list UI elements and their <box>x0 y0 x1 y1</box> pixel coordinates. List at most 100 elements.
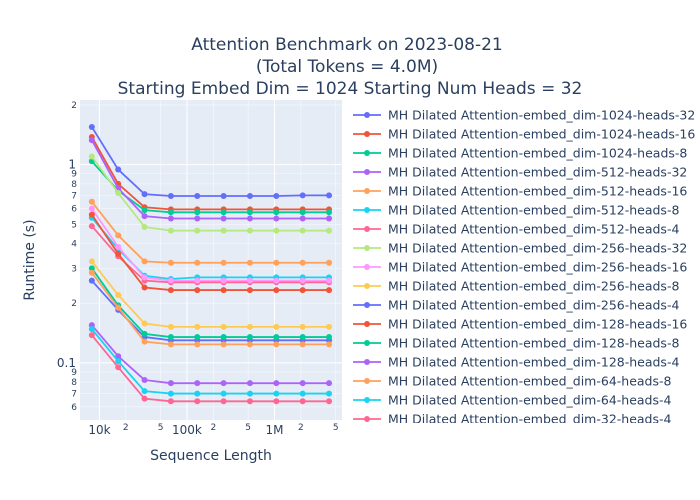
series-layer <box>88 123 333 405</box>
x-minor-tick-label: 5 <box>158 423 164 433</box>
x-minor-tick-label: 2 <box>210 423 216 433</box>
data-point <box>220 323 227 330</box>
series-line <box>91 267 330 338</box>
data-point <box>167 227 174 234</box>
legend-item[interactable]: MH Dilated Attention-embed_dim-64-heads-… <box>353 393 672 408</box>
data-point <box>115 189 122 196</box>
data-point <box>115 250 122 257</box>
series-line <box>91 126 330 197</box>
legend-item[interactable]: MH Dilated Attention-embed_dim-128-heads… <box>353 336 679 351</box>
legend-item[interactable]: MH Dilated Attention-embed_dim-512-heads… <box>353 203 679 218</box>
y-minor-tick-label: 2 <box>71 299 77 309</box>
data-point <box>194 227 201 234</box>
legend-swatch-marker <box>364 340 370 346</box>
data-point <box>141 284 148 291</box>
data-point <box>273 287 280 294</box>
data-point <box>167 209 174 216</box>
data-point <box>141 330 148 337</box>
legend-item[interactable]: MH Dilated Attention-embed_dim-512-heads… <box>353 184 687 199</box>
data-point <box>194 398 201 405</box>
data-point <box>115 364 122 371</box>
legend-item[interactable]: MH Dilated Attention-embed_dim-64-heads-… <box>353 374 672 389</box>
data-point <box>194 390 201 397</box>
data-point <box>141 320 148 327</box>
x-tick-label: 1M <box>266 423 284 437</box>
legend-item[interactable]: MH Dilated Attention-embed_dim-256-heads… <box>353 279 679 294</box>
legend-item[interactable]: MH Dilated Attention-embed_dim-1024-head… <box>353 127 695 142</box>
legend-item[interactable]: MH Dilated Attention-embed_dim-512-heads… <box>353 222 679 237</box>
data-point <box>88 153 95 160</box>
data-point <box>326 287 333 294</box>
data-point <box>194 209 201 216</box>
series-15 <box>88 326 333 397</box>
data-point <box>273 259 280 266</box>
data-point <box>141 191 148 198</box>
data-point <box>220 287 227 294</box>
legend-swatch-marker <box>364 131 370 137</box>
legend-label: MH Dilated Attention-embed_dim-128-heads… <box>388 355 679 370</box>
series-4 <box>88 198 333 266</box>
series-13 <box>88 322 333 387</box>
x-minor-tick-label: 5 <box>333 423 339 433</box>
data-point <box>220 390 227 397</box>
legend-swatch-marker <box>364 264 370 270</box>
series-8 <box>88 205 333 284</box>
y-minor-tick-label: 8 <box>71 180 77 190</box>
legend-label: MH Dilated Attention-embed_dim-512-heads… <box>388 222 679 237</box>
legend-items: MH Dilated Attention-embed_dim-1024-head… <box>353 108 695 427</box>
data-point <box>167 380 174 387</box>
data-point <box>115 243 122 250</box>
legend-label: MH Dilated Attention-embed_dim-1024-head… <box>388 127 695 142</box>
data-point <box>167 277 174 284</box>
legend-swatch-marker <box>364 302 370 308</box>
data-point <box>326 334 333 341</box>
legend-item[interactable]: MH Dilated Attention-embed_dim-1024-head… <box>353 108 695 123</box>
legend-swatch-marker <box>364 397 370 403</box>
data-point <box>88 205 95 212</box>
data-point <box>273 380 280 387</box>
data-point <box>115 292 122 299</box>
legend-item[interactable]: MH Dilated Attention-embed_dim-32-heads-… <box>353 412 672 427</box>
data-point <box>88 223 95 230</box>
data-point <box>88 258 95 265</box>
data-point <box>115 304 122 311</box>
legend-label: MH Dilated Attention-embed_dim-256-heads… <box>388 241 687 256</box>
legend-label: MH Dilated Attention-embed_dim-128-heads… <box>388 336 679 351</box>
legend-item[interactable]: MH Dilated Attention-embed_dim-256-heads… <box>353 298 679 313</box>
data-point <box>194 287 201 294</box>
legend-swatch-marker <box>364 321 370 327</box>
data-point <box>273 341 280 348</box>
data-point <box>273 277 280 284</box>
data-point <box>326 259 333 266</box>
data-point <box>246 227 253 234</box>
series-11 <box>88 211 333 294</box>
legend-item[interactable]: MH Dilated Attention-embed_dim-256-heads… <box>353 241 687 256</box>
data-point <box>167 390 174 397</box>
data-point <box>299 323 306 330</box>
data-point <box>194 259 201 266</box>
data-point <box>220 192 227 199</box>
data-point <box>88 277 95 284</box>
data-point <box>246 209 253 216</box>
data-point <box>246 341 253 348</box>
data-point <box>273 227 280 234</box>
legend-label: MH Dilated Attention-embed_dim-32-heads-… <box>388 412 672 427</box>
data-point <box>220 259 227 266</box>
data-point <box>273 192 280 199</box>
legend-item[interactable]: MH Dilated Attention-embed_dim-128-heads… <box>353 317 687 332</box>
legend-item[interactable]: MH Dilated Attention-embed_dim-128-heads… <box>353 355 679 370</box>
legend-item[interactable]: MH Dilated Attention-embed_dim-512-heads… <box>353 165 687 180</box>
data-point <box>273 209 280 216</box>
data-point <box>115 166 122 173</box>
series-14 <box>88 269 333 348</box>
legend-item[interactable]: MH Dilated Attention-embed_dim-1024-head… <box>353 146 687 161</box>
legend-item[interactable]: MH Dilated Attention-embed_dim-256-heads… <box>353 260 687 275</box>
data-point <box>246 215 253 222</box>
y-minor-tick-label: 7 <box>71 191 77 201</box>
series-0 <box>88 123 333 199</box>
data-point <box>246 192 253 199</box>
chart-title-line-1: Attention Benchmark on 2023-08-21 <box>191 35 502 55</box>
series-line <box>91 328 330 395</box>
data-point <box>299 209 306 216</box>
data-point <box>88 211 95 218</box>
